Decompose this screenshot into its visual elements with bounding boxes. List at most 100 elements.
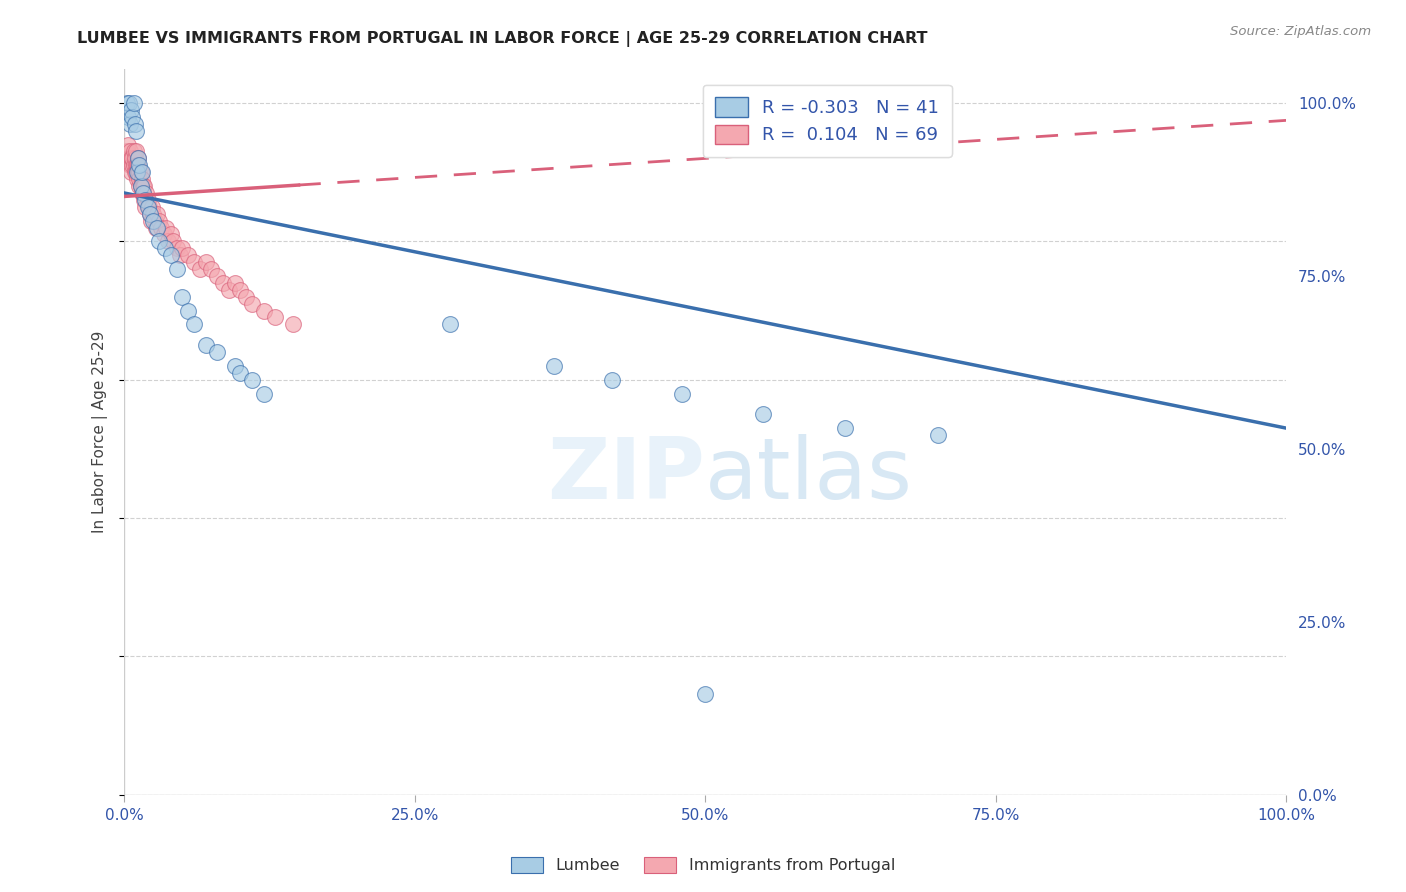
- Point: [136, 200, 159, 214]
- Point: [240, 296, 263, 310]
- Legend: Lumbee, Immigrants from Portugal: Lumbee, Immigrants from Portugal: [505, 850, 901, 880]
- Point: [121, 158, 143, 172]
- Point: [139, 207, 162, 221]
- Text: Source: ZipAtlas.com: Source: ZipAtlas.com: [1230, 25, 1371, 38]
- Point: [117, 137, 139, 152]
- Point: [120, 145, 142, 159]
- Point: [834, 421, 856, 435]
- Point: [120, 165, 142, 179]
- Point: [120, 103, 142, 117]
- Point: [172, 241, 194, 255]
- Point: [115, 96, 138, 111]
- Point: [120, 152, 142, 166]
- Point: [224, 276, 246, 290]
- Point: [124, 117, 146, 131]
- Point: [114, 152, 136, 166]
- Point: [695, 687, 717, 701]
- Text: LUMBEE VS IMMIGRANTS FROM PORTUGAL IN LABOR FORCE | AGE 25-29 CORRELATION CHART: LUMBEE VS IMMIGRANTS FROM PORTUGAL IN LA…: [77, 31, 928, 47]
- Point: [183, 318, 205, 332]
- Point: [148, 213, 170, 227]
- Point: [224, 359, 246, 373]
- Point: [153, 227, 176, 242]
- Point: [128, 165, 150, 179]
- Point: [127, 158, 149, 172]
- Point: [264, 310, 287, 325]
- Point: [132, 186, 155, 200]
- Legend: R = -0.303   N = 41, R =  0.104   N = 69: R = -0.303 N = 41, R = 0.104 N = 69: [703, 85, 952, 157]
- Point: [146, 207, 169, 221]
- Point: [136, 193, 159, 207]
- Point: [194, 255, 217, 269]
- Point: [145, 220, 167, 235]
- Point: [122, 96, 145, 111]
- Point: [166, 241, 188, 255]
- Point: [240, 373, 263, 387]
- Point: [132, 179, 155, 194]
- Point: [132, 179, 155, 194]
- Point: [121, 152, 143, 166]
- Point: [124, 152, 146, 166]
- Point: [169, 248, 191, 262]
- Point: [600, 373, 623, 387]
- Point: [125, 158, 148, 172]
- Point: [155, 220, 177, 235]
- Point: [127, 152, 149, 166]
- Point: [150, 220, 173, 235]
- Point: [124, 165, 146, 179]
- Point: [157, 235, 180, 249]
- Point: [439, 318, 461, 332]
- Point: [125, 158, 148, 172]
- Point: [127, 152, 149, 166]
- Point: [127, 165, 149, 179]
- Point: [117, 110, 139, 124]
- Point: [148, 235, 170, 249]
- Point: [188, 262, 211, 277]
- Point: [128, 172, 150, 186]
- Point: [138, 200, 160, 214]
- Point: [146, 220, 169, 235]
- Point: [143, 213, 166, 227]
- Point: [125, 165, 148, 179]
- Point: [200, 262, 222, 277]
- Point: [671, 386, 693, 401]
- Point: [131, 186, 153, 200]
- Point: [135, 186, 157, 200]
- Point: [118, 96, 141, 111]
- Point: [159, 248, 181, 262]
- Point: [235, 290, 257, 304]
- Point: [122, 145, 145, 159]
- Point: [153, 241, 176, 255]
- Point: [122, 158, 145, 172]
- Point: [129, 179, 152, 194]
- Point: [162, 235, 184, 249]
- Point: [141, 200, 163, 214]
- Point: [131, 172, 153, 186]
- Point: [159, 227, 181, 242]
- Text: ZIP: ZIP: [547, 434, 706, 516]
- Point: [128, 179, 150, 194]
- Point: [177, 248, 200, 262]
- Point: [132, 186, 155, 200]
- Point: [128, 158, 150, 172]
- Point: [207, 345, 229, 359]
- Point: [118, 152, 141, 166]
- Point: [253, 303, 276, 318]
- Point: [125, 145, 148, 159]
- Point: [115, 145, 138, 159]
- Point: [218, 283, 240, 297]
- Point: [927, 428, 949, 442]
- Point: [132, 193, 155, 207]
- Point: [543, 359, 565, 373]
- Point: [125, 124, 148, 138]
- Point: [139, 207, 162, 221]
- Point: [139, 213, 162, 227]
- Point: [129, 165, 152, 179]
- Point: [194, 338, 217, 352]
- Point: [281, 318, 304, 332]
- Text: atlas: atlas: [706, 434, 912, 516]
- Point: [752, 407, 775, 421]
- Point: [177, 303, 200, 318]
- Point: [134, 193, 156, 207]
- Point: [212, 276, 235, 290]
- Point: [229, 366, 252, 380]
